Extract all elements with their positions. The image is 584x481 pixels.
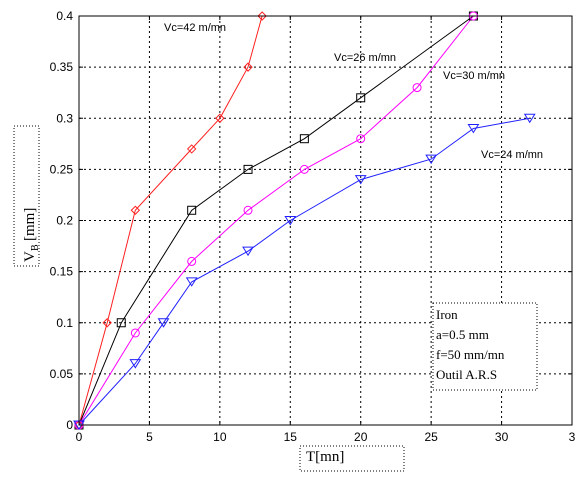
y-tick-label: 0.25 [50,162,74,176]
info-line-depth: a=0.5 mm [436,327,489,342]
annotation-vc26: Vc=26 m/mn [334,52,396,64]
y-tick-label: 0.15 [50,265,74,279]
data-point [425,154,438,165]
y-tick-label: 0.4 [56,9,73,23]
data-point [130,205,141,215]
data-point [102,318,112,328]
y-axis-label-unit: [mm] [22,208,38,241]
annotation-vc24: Vc=24 m/mn [481,149,543,161]
series-line-3 [78,15,474,426]
annotation-vc42: Vc=42 m/mn [164,22,226,34]
data-point [215,113,225,123]
data-point [467,123,480,134]
y-axis-label-sub: B [30,244,41,251]
data-point [157,318,170,328]
info-line-feed: f=50 mm/mn [436,347,505,362]
data-point [130,328,140,338]
x-tick-label: 20 [354,430,368,444]
series-line-2 [78,15,474,426]
y-axis-label-group: V B [mm] [22,208,41,262]
data-point [356,134,366,144]
y-axis-label-box [13,125,40,267]
series-lines [78,15,530,426]
data-point [187,256,197,266]
y-tick-label: 0.35 [50,60,74,74]
data-point [412,83,422,93]
x-tick-label: 15 [284,430,298,444]
y-tick-label: 0 [66,418,73,432]
data-point [257,11,267,21]
y-axis-ticks: 0 0.05 0.1 0.15 0.2 0.25 0.3 0.35 0.4 [50,9,572,432]
y-tick-label: 0.2 [56,214,73,228]
series-markers [73,11,536,430]
data-point [284,216,297,226]
data-point [129,359,142,369]
data-point [243,164,253,174]
info-box [432,302,538,391]
series-line-1 [78,15,263,426]
data-point [243,205,253,215]
y-tick-label: 0.3 [56,111,73,125]
x-axis-ticks: 0 5 10 15 20 25 30 3 [76,16,576,444]
annotation-vc30: Vc=30 m/mn [443,70,505,82]
y-tick-label: 0.05 [50,367,74,381]
x-tick-label: 25 [424,430,438,444]
x-tick-label: 10 [213,430,227,444]
data-point [299,134,309,144]
data-point [185,277,198,287]
x-axis-label-box [299,445,405,472]
info-line-tool: Outil A.R.S [436,367,497,382]
data-point [186,144,197,154]
series-line-4 [78,117,530,426]
data-point [299,164,309,174]
data-point [243,62,253,72]
data-point [116,318,126,328]
x-axis-label: T[mn] [306,449,344,465]
data-point [523,113,536,124]
info-line-material: Iron [436,307,458,322]
y-axis-label-main: V [22,251,38,262]
data-point [187,205,197,215]
data-point [354,175,367,185]
data-point [242,246,254,257]
x-tick-label: 5 [146,430,153,444]
x-tick-label: 3 [569,430,576,444]
x-tick-label: 30 [495,430,509,444]
y-tick-label: 0.1 [56,316,73,330]
x-tick-label: 0 [76,430,83,444]
data-point [356,93,366,103]
